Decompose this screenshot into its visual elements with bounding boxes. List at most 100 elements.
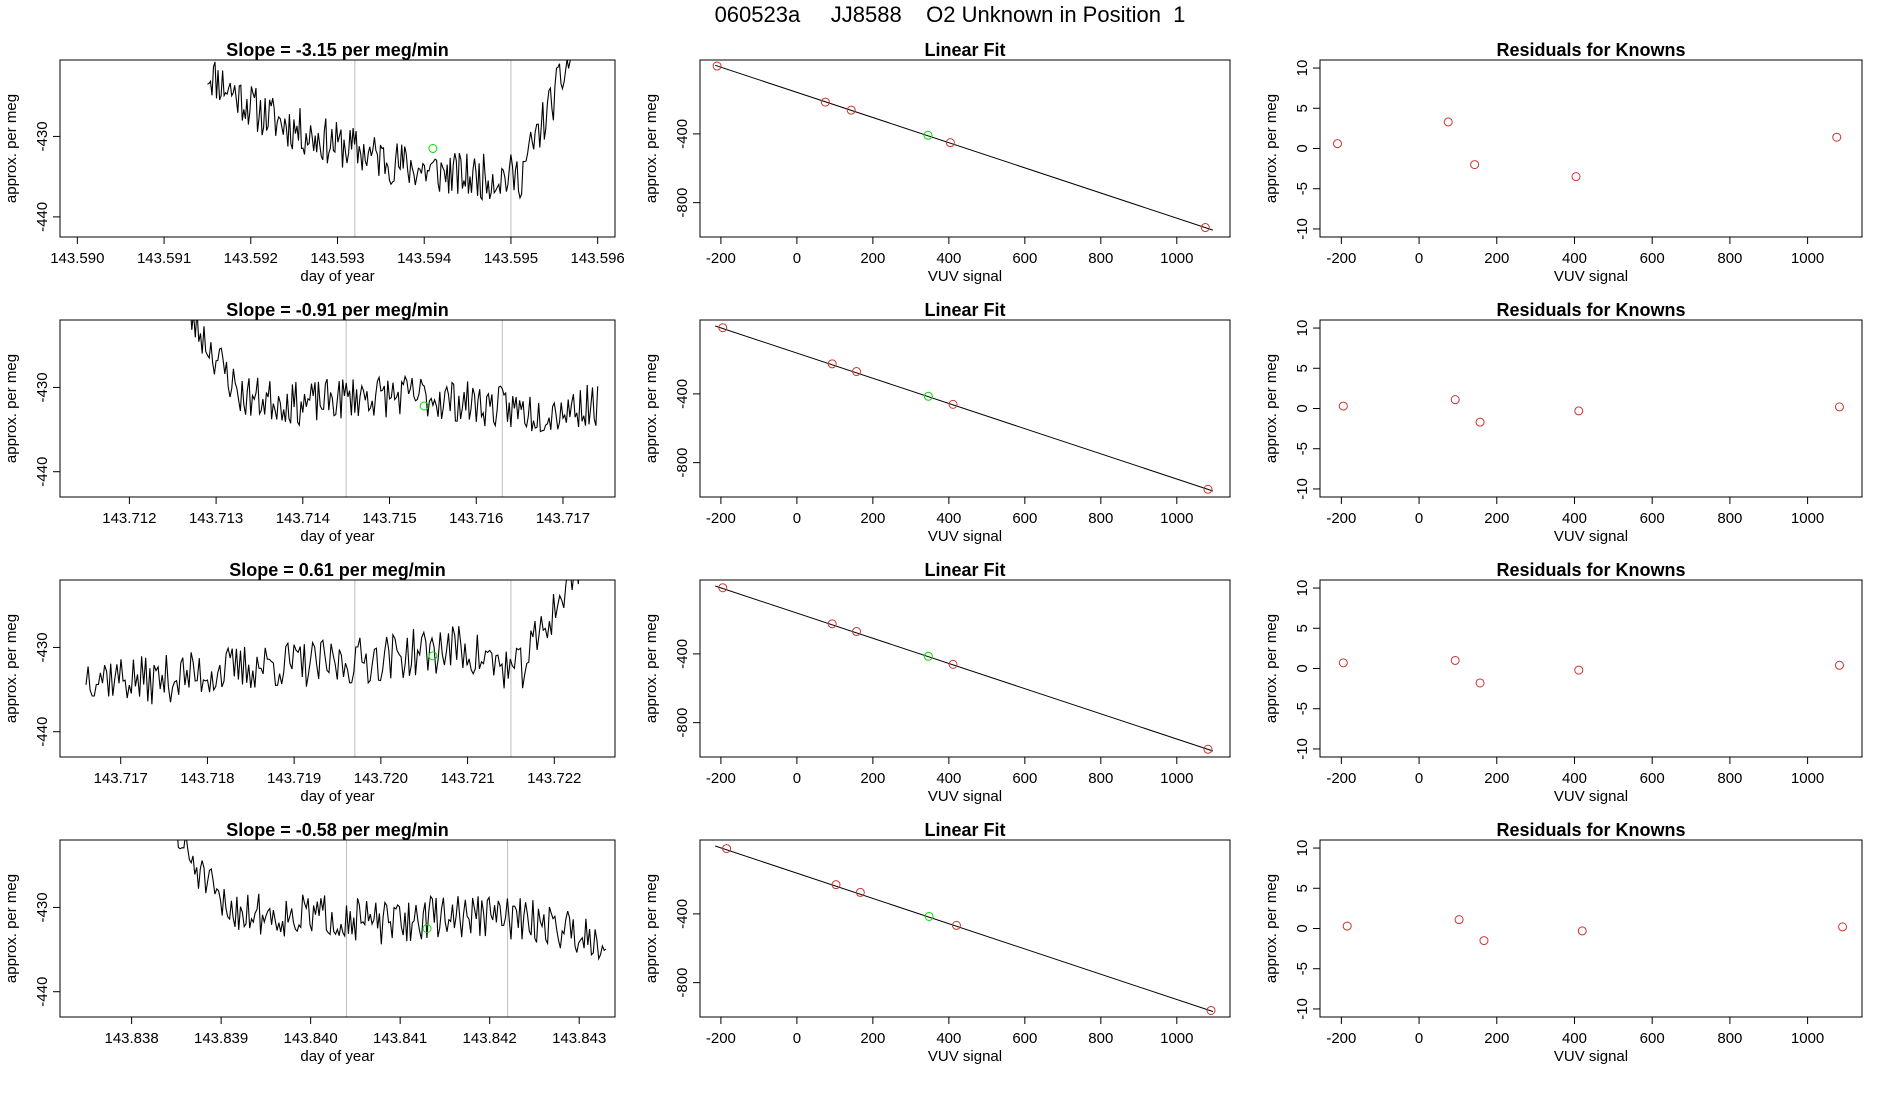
residual-point [1574,406,1584,416]
x-tick-label: 400 [1562,510,1587,527]
known-point [1203,744,1213,754]
known-point [948,399,958,409]
x-tick-label: 143.718 [180,770,234,787]
x-tick-label: 143.712 [102,510,156,527]
x-tick-label: 600 [1012,1030,1037,1047]
x-tick-label: 200 [1484,1030,1509,1047]
x-tick-label: 0 [793,770,801,787]
x-tick-label: 0 [1415,510,1423,527]
y-axis-label: approx. per meg [1263,874,1280,983]
x-tick-label: 1000 [1791,250,1824,267]
x-tick-label: 0 [1415,770,1423,787]
panel-4-1: Slope = -0.58 per meg/min 143.838 143.839 1… [3,820,616,1065]
x-tick-label: 143.838 [104,1030,158,1047]
y-tick-label: -800 [674,708,691,738]
y-axis-label: approx. per meg [3,354,20,463]
plot-area [85,580,580,757]
x-axis-label: VUV signal [928,788,1002,805]
chart-title: Linear Fit [924,820,1005,840]
y-tick-label: -400 [674,379,691,409]
y-tick-label: 10 [1294,840,1311,857]
x-tick-label: -200 [1326,770,1356,787]
residual-point [1338,401,1348,411]
plot-frame [1319,839,1863,1018]
y-axis-label: approx. per meg [3,94,20,203]
x-tick-label: 143.590 [50,250,104,267]
chart-title: Linear Fit [924,560,1005,580]
chart-title: Residuals for Knowns [1496,40,1685,60]
x-tick-label: 200 [860,770,885,787]
residual-point [1834,402,1844,412]
x-tick-label: 800 [1088,250,1113,267]
chart-title: Residuals for Knowns [1496,560,1685,580]
residual-point [1332,139,1342,149]
data-series-line [190,320,599,433]
unknown-point [923,651,933,661]
chart-title: Slope = 0.61 per meg/min [229,560,446,580]
unknown-point [923,391,933,401]
known-point [855,887,865,897]
x-tick-label: 400 [936,1030,961,1047]
x-axis-label: VUV signal [928,268,1002,285]
x-tick-label: 143.721 [440,770,494,787]
x-tick-label: 143.842 [463,1030,517,1047]
panel-1-2: Linear Fit -200 0 200 400 600 800 1000 VUV signa… [643,40,1231,285]
x-tick-label: 143.719 [267,770,321,787]
x-tick-label: 200 [860,250,885,267]
y-axis-label: approx. per meg [3,874,20,983]
y-axis-label: approx. per meg [1263,354,1280,463]
residual-point [1470,160,1480,170]
unknown-point [923,130,933,140]
y-tick-label: 10 [1294,580,1311,597]
x-tick-label: 600 [1012,510,1037,527]
y-axis-label: approx. per meg [643,874,660,983]
y-tick-label: -430 [34,121,51,151]
residual-point [1574,665,1584,675]
y-tick-label: -10 [1294,998,1311,1020]
x-tick-label: 143.591 [137,250,191,267]
y-axis-label: approx. per meg [643,354,660,463]
fit-line [715,585,1214,752]
y-tick-label: -440 [34,202,51,232]
known-point [712,61,722,71]
x-tick-label: 400 [936,770,961,787]
y-tick-label: -800 [674,968,691,998]
y-tick-label: -400 [674,639,691,669]
y-tick-label: 5 [1294,884,1311,892]
known-point [1200,223,1210,233]
x-axis-label: day of year [300,528,374,545]
y-tick-label: -5 [1294,182,1311,195]
x-tick-label: 143.596 [571,250,625,267]
unknown-point [428,144,438,153]
plot-frame [1319,319,1863,498]
y-axis-label: approx. per meg [3,614,20,723]
x-tick-label: -200 [706,510,736,527]
plot-area [712,61,1214,233]
x-tick-label: 800 [1717,770,1742,787]
panel-2-3: Residuals for Knowns-200 0 200 400 600 800 100… [1263,300,1863,545]
plot-frame [699,59,1231,238]
panel-4-3: Residuals for Knowns-200 0 200 400 600 800 100… [1263,820,1863,1065]
plot-frame [1319,579,1863,758]
known-point [718,583,728,593]
panel-3-1: Slope = 0.61 per meg/min 143.717 143.718 14… [3,560,616,805]
data-series-line [207,60,572,202]
plot-area [190,320,599,497]
y-tick-label: -400 [674,899,691,929]
y-tick-label: 0 [1294,664,1311,672]
residual-point [1450,655,1460,665]
plot-area [207,60,572,237]
unknown-point [422,924,432,933]
plot-area [715,323,1214,494]
known-point [1203,484,1213,494]
x-tick-label: 143.592 [224,250,278,267]
x-tick-label: 0 [1415,250,1423,267]
panel-3-2: Linear Fit -200 0 200 400 600 800 1000 VUV signa… [643,560,1231,805]
x-tick-label: 143.722 [527,770,581,787]
x-tick-label: 0 [793,510,801,527]
y-axis-label: approx. per meg [643,614,660,723]
panel-2-1: Slope = -0.91 per meg/min 143.712 143.713 1… [3,300,616,545]
x-tick-label: 1000 [1791,1030,1824,1047]
x-tick-label: 800 [1717,510,1742,527]
